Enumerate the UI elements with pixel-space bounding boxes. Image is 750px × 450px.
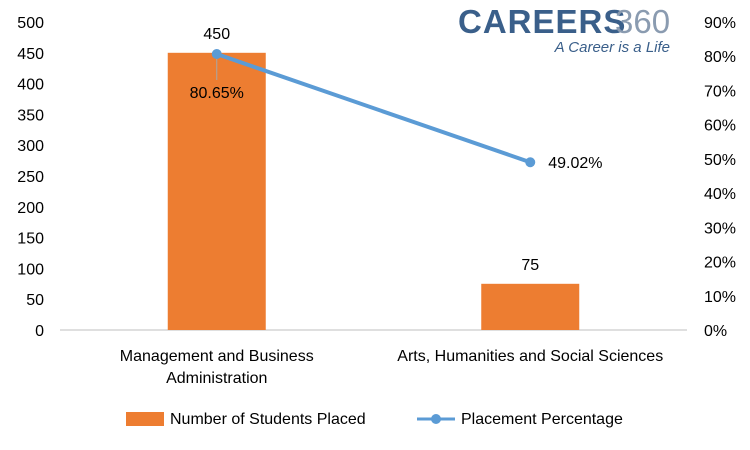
y-right-tick-label: 20%: [704, 255, 736, 272]
bar: [481, 283, 580, 330]
y-left-tick-label: 400: [17, 77, 44, 94]
category-labels: Management and Business Administration Art…: [120, 348, 663, 387]
y-left-tick-label: 200: [17, 200, 44, 217]
y-left-tick-label: 150: [17, 231, 44, 248]
y-right-tick-label: 10%: [704, 289, 736, 306]
y-left-tick-label: 350: [17, 107, 44, 124]
series-line: [214, 51, 533, 165]
bar-data-label: 75: [521, 257, 539, 274]
y-left-tick-label: 300: [17, 138, 44, 155]
y-right-tick-label: 90%: [704, 15, 736, 32]
y-right-tick-label: 0%: [704, 323, 727, 340]
category-label: Management and Business: [120, 348, 314, 365]
line-point: [525, 157, 536, 168]
logo-tagline: A Career is a Life: [554, 39, 670, 56]
legend-swatch-marker: [431, 414, 441, 424]
y-left-tick-label: 250: [17, 169, 44, 186]
y-left-tick-label: 0: [35, 323, 44, 340]
legend: Number of Students Placed Placement Perc…: [126, 411, 623, 428]
category-label: Arts, Humanities and Social Sciences: [397, 348, 663, 365]
y-right-tick-label: 70%: [704, 83, 736, 100]
line-data-label: 80.65%: [190, 85, 244, 102]
axes: 0 50 100 150 200 250 300 350 400 450 500 0% 10% 20% 30…: [17, 15, 736, 340]
y-right-tick-label: 40%: [704, 186, 736, 203]
legend-label-bar: Number of Students Placed: [170, 411, 366, 428]
line-series: [211, 48, 536, 168]
category-label: Administration: [166, 370, 267, 387]
bars: [167, 52, 580, 331]
y-right-tick-label: 50%: [704, 152, 736, 169]
legend-swatch-bar: [126, 412, 164, 426]
y-right-tick-label: 30%: [704, 220, 736, 237]
bar-data-label: 450: [203, 26, 230, 43]
y-right-tick-label: 80%: [704, 49, 736, 66]
data-labels: 450 75 80.65% 49.02%: [190, 26, 603, 274]
line-data-label: 49.02%: [548, 155, 602, 172]
bar: [167, 52, 266, 331]
logo-main-text: CAREERS: [458, 3, 626, 40]
y-left-tick-label: 100: [17, 261, 44, 278]
y-right-tick-label: 60%: [704, 118, 736, 135]
y-left-tick-label: 50: [26, 292, 44, 309]
legend-label-line: Placement Percentage: [461, 411, 623, 428]
careers360-logo: CAREERS 360 A Career is a Life: [458, 3, 670, 56]
line-point: [211, 48, 222, 59]
y-left-tick-label: 500: [17, 15, 44, 32]
logo-number-text: 360: [615, 3, 670, 40]
y-left-tick-label: 450: [17, 46, 44, 63]
